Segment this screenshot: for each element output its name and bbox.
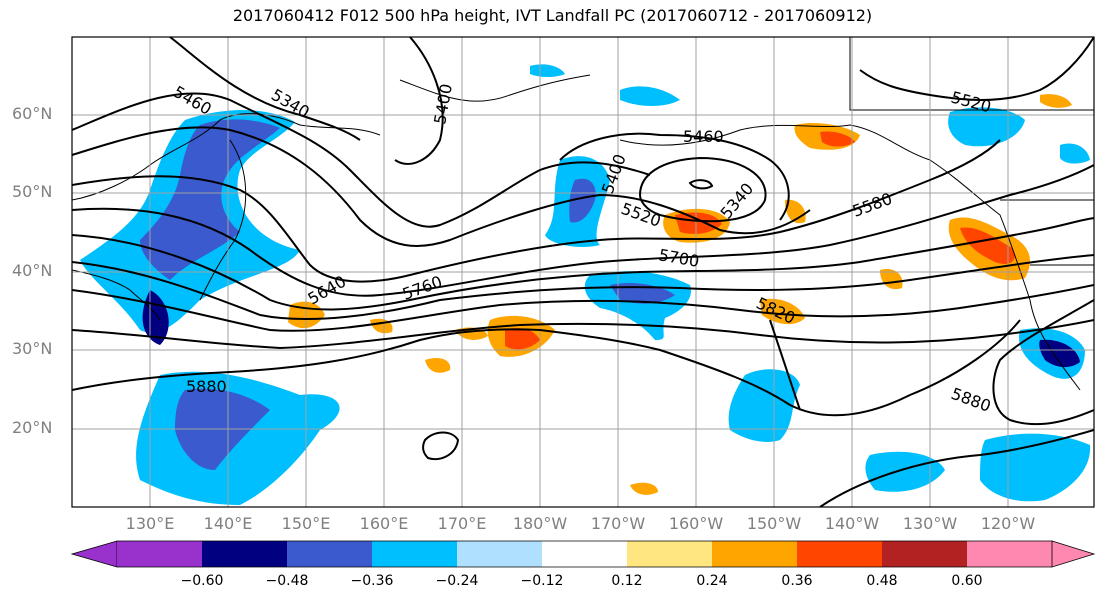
lon-label: 130°E [125,514,175,533]
lat-label: 40°N [12,261,53,280]
colorbar-extend-low [70,540,118,568]
colorbar-bin [882,541,967,567]
contour-label: 5820 [753,293,798,327]
contour-label: 5880 [186,377,227,396]
colorbar-bin [287,541,372,567]
colorbar-bin [797,541,882,567]
contour-label: 5880 [949,384,994,416]
lat-label: 60°N [12,104,53,123]
colorbar-tick-label: 0.48 [866,573,898,589]
contour-label: 5400 [598,152,630,197]
colorbar-tick-label: −0.60 [180,573,224,589]
contour-label: 5400 [430,82,456,125]
colorbar-bin [117,541,202,567]
lon-label: 160°W [668,514,724,533]
colorbar-tick-label: 0.24 [696,573,728,589]
contour-label: 5640 [305,272,350,309]
lat-label: 20°N [12,418,53,437]
map-frame [71,36,1095,508]
lon-label: 150°E [281,514,331,533]
contour-label: 5460 [170,82,215,119]
colorbar-tick-label: 0.60 [951,573,983,589]
colorbar-bin [627,541,712,567]
colorbar-tick-label: −0.48 [265,573,309,589]
colorbar-tick-label: 0.36 [781,573,813,589]
lon-label: 170°W [590,514,646,533]
colorbar-bin [372,541,457,567]
colorbar-bin [202,541,287,567]
lon-label: 120°W [980,514,1036,533]
lon-label: 170°E [437,514,487,533]
colorbar-tick-label: −0.24 [435,573,479,589]
colorbar-tick-label: −0.12 [520,573,564,589]
colorbar-bin [457,541,542,567]
colorbar-tick-label: 0.12 [611,573,643,589]
contour-label: 5700 [657,245,700,271]
colorbar [70,540,1096,568]
lon-label: 130°W [902,514,958,533]
lon-label: 140°E [203,514,253,533]
contour-label: 5460 [683,127,724,146]
lon-label: 150°W [746,514,802,533]
contour-label: 5580 [850,189,895,221]
colorbar-extend-high [1051,540,1096,568]
lat-label: 50°N [12,182,53,201]
height-contours [72,37,1094,507]
lon-label: 160°E [359,514,409,533]
contour-label: 5340 [717,179,758,222]
lat-label: 30°N [12,339,53,358]
figure-title: 2017060412 F012 500 hPa height, IVT Land… [232,6,873,25]
map-area: 5460 5340 5400 5520 5460 5400 5340 5520 … [72,37,1094,507]
ivt-negative-shading [80,64,1091,505]
colorbar-tick-label: −0.36 [350,573,394,589]
colorbar-bin [967,541,1052,567]
lon-label: 180°W [512,514,568,533]
colorbar-bin [712,541,797,567]
colorbar-bin [542,541,627,567]
lon-label: 140°W [824,514,880,533]
